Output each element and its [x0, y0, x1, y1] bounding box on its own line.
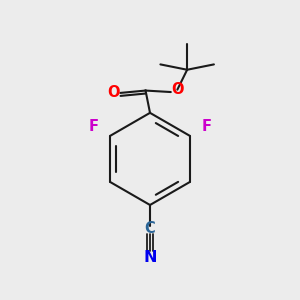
Text: C: C	[145, 221, 155, 236]
Text: F: F	[202, 119, 212, 134]
Text: F: F	[88, 119, 98, 134]
Text: N: N	[143, 250, 157, 265]
Text: O: O	[171, 82, 184, 97]
Text: O: O	[107, 85, 120, 100]
